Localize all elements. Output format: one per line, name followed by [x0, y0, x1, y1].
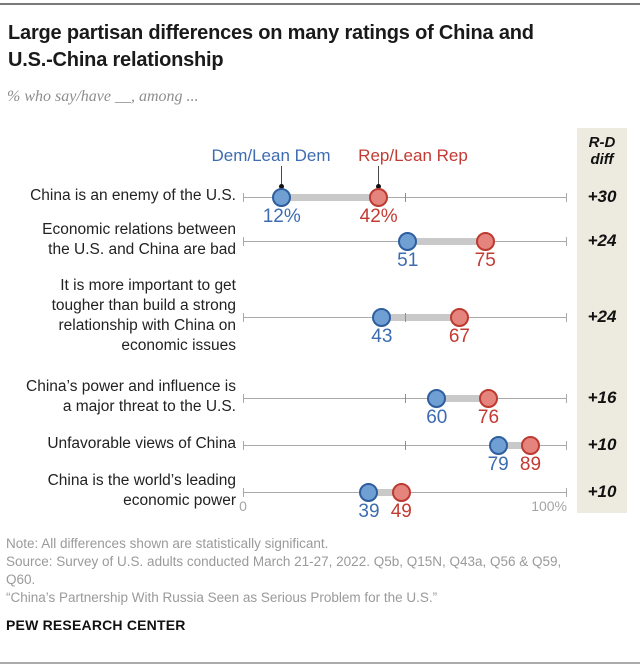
connector-bar: [407, 237, 486, 245]
rep-dot: [478, 388, 498, 408]
rep-dot: [475, 231, 495, 251]
diff-header-line-2: diff: [590, 151, 614, 168]
axis-endcap-right: [565, 440, 567, 450]
diff-value: +10: [587, 435, 617, 454]
diff-value: +24: [587, 231, 617, 250]
bottom-divider: [0, 662, 640, 664]
row-label-line: China is an enemy of the U.S.: [30, 187, 236, 204]
rep-value-label: 76: [477, 407, 500, 428]
connector-bar: [368, 488, 402, 496]
dem-dot: [398, 231, 418, 251]
axis-endcap-left: [242, 312, 244, 322]
chart-subtitle: % who say/have __, among ...: [7, 88, 199, 105]
axis-endcap-right: [565, 487, 567, 497]
axis-endcap-right: [565, 236, 567, 246]
axis-endcap-right: [565, 192, 567, 202]
diff-value: +30: [587, 187, 617, 206]
axis-endcap-left: [242, 487, 244, 497]
rep-value-label: 49: [390, 501, 412, 522]
axis-midtick-50: [404, 192, 406, 202]
connector-bar: [381, 313, 460, 321]
connector-bar: [498, 441, 531, 449]
connector-bar: [281, 193, 379, 201]
rep-value-label: 75: [474, 250, 496, 271]
row-label-line: China is the world’s leading: [47, 472, 236, 489]
dem-dot: [427, 388, 447, 408]
dem-value-label: 12%: [262, 206, 301, 227]
row-label-line: economic issues: [121, 337, 236, 354]
dem-dot: [359, 482, 379, 502]
rep-dot: [449, 307, 469, 327]
dem-callout-dot: [279, 184, 285, 189]
page-title: Large partisan differences on many ratin…: [8, 22, 534, 71]
dem-dot: [372, 307, 392, 327]
row-label-line: economic power: [123, 492, 236, 509]
row-label: Unfavorable views of China: [0, 434, 236, 454]
axis-midtick-50: [404, 440, 406, 450]
diff-value: +16: [587, 388, 617, 407]
diff-column-panel: [577, 128, 627, 513]
rep-dot: [369, 187, 389, 207]
legend-rep-label: Rep/Lean Rep: [358, 146, 468, 165]
dem-dot: [272, 187, 292, 207]
rep-dot: [520, 435, 540, 455]
row-label: Economic relations between the U.S. and C…: [0, 220, 236, 260]
axis-min-label: 0: [239, 498, 247, 514]
pew-research-center-brand: PEW RESEARCH CENTER: [6, 617, 186, 633]
dem-value-label: 39: [358, 501, 380, 522]
row-label-line: China’s power and influence is: [26, 378, 236, 395]
dem-value-label: 60: [426, 407, 448, 428]
rep-value-label: 67: [448, 326, 470, 347]
row-label: China’s power and influence is a major th…: [0, 377, 236, 417]
rep-dot: [391, 482, 411, 502]
dem-callout-line: [281, 166, 283, 186]
row-label-line: a major threat to the U.S.: [62, 398, 236, 415]
dem-dot: [488, 435, 508, 455]
footer-source-line-1: Source: Survey of U.S. adults conducted …: [6, 554, 562, 569]
axis-max-label: 100%: [531, 498, 567, 514]
footer-source-line-2: Q60.: [6, 572, 36, 587]
footer-report-title-line: “China’s Partnership With Russia Seen as…: [6, 590, 438, 605]
axis-endcap-left: [242, 393, 244, 403]
dem-value-label: 51: [397, 250, 419, 271]
diff-column-header: R-D diff: [577, 134, 627, 168]
axis-endcap-left: [242, 440, 244, 450]
row-label: China is an enemy of the U.S.: [0, 186, 236, 206]
axis-endcap-right: [565, 393, 567, 403]
diff-value: +10: [587, 482, 617, 501]
row-label-line: tougher than build a strong: [51, 297, 236, 314]
axis-midtick-50: [404, 393, 406, 403]
row-label-line: Economic relations between: [42, 221, 236, 238]
rep-value-label: 42%: [359, 206, 398, 227]
diff-value: +24: [587, 307, 617, 326]
dem-value-label: 43: [371, 326, 393, 347]
row-label-line: relationship with China on: [58, 317, 237, 334]
dem-value-label: 79: [487, 454, 509, 475]
rep-callout-dot: [376, 184, 382, 189]
footer-note-line: Note: All differences shown are statisti…: [6, 536, 329, 551]
row-label-line: It is more important to get: [60, 277, 236, 294]
axis-endcap-left: [242, 236, 244, 246]
row-label: China is the world’s leading economic pow…: [0, 471, 236, 511]
axis-midtick-50: [404, 312, 406, 322]
connector-bar: [436, 394, 489, 402]
top-divider: [0, 3, 640, 5]
row-label-line: the U.S. and China are bad: [48, 241, 236, 258]
legend-dem-label: Dem/Lean Dem: [211, 146, 331, 165]
diff-header-line-1: R-D: [588, 134, 616, 151]
rep-callout-line: [378, 166, 380, 186]
axis-endcap-right: [565, 312, 567, 322]
row-label-line: Unfavorable views of China: [47, 435, 236, 452]
axis-endcap-left: [242, 192, 244, 202]
row-label: It is more important to get tougher than …: [0, 276, 236, 356]
rep-value-label: 89: [519, 454, 542, 475]
